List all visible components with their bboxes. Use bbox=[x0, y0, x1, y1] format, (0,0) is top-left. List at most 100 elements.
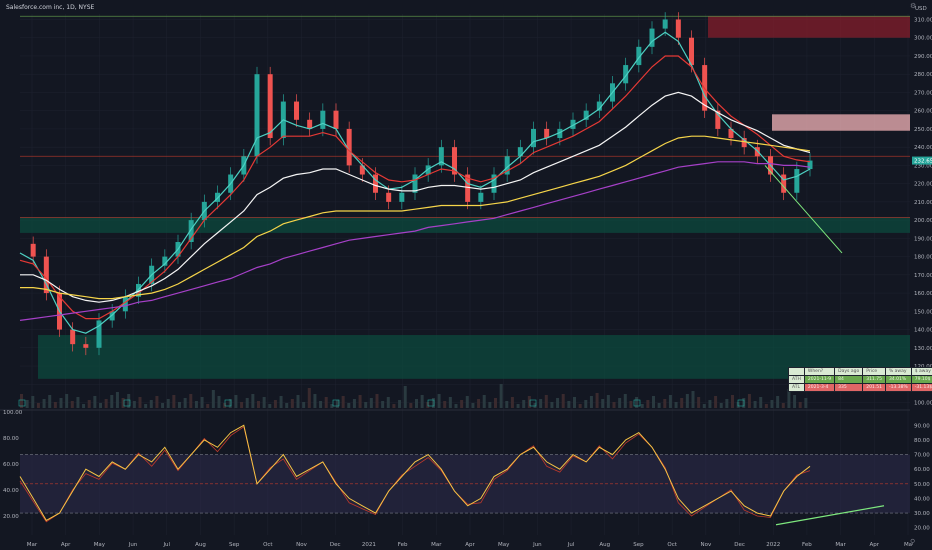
volume-bar bbox=[759, 397, 763, 408]
volume-bar bbox=[680, 398, 684, 408]
rsi-signal-line bbox=[19, 426, 811, 523]
candle-body bbox=[346, 128, 352, 166]
volume-bar bbox=[533, 403, 537, 408]
volume-bar bbox=[245, 398, 249, 408]
table-header-cell: When? bbox=[803, 367, 836, 376]
volume-bar bbox=[764, 404, 768, 408]
volume-bar bbox=[149, 400, 153, 408]
y-tick-label: 180.00 bbox=[914, 255, 932, 261]
volume-bar bbox=[324, 397, 328, 408]
candle-body bbox=[662, 19, 668, 29]
volume-bar bbox=[702, 404, 706, 408]
x-tick-label: 2022 bbox=[766, 542, 780, 548]
zoom-icon[interactable]: ⚲ bbox=[910, 538, 916, 546]
table-header-cell: Days ago bbox=[834, 367, 864, 376]
volume-bar bbox=[313, 394, 317, 408]
volume-bar bbox=[99, 403, 102, 408]
volume-bar bbox=[369, 398, 373, 408]
volume-bar bbox=[178, 402, 181, 408]
volume-bar bbox=[48, 395, 52, 408]
volume-bar bbox=[753, 401, 757, 408]
volume-bar bbox=[793, 395, 797, 408]
volume-bar bbox=[578, 404, 582, 408]
candle-body bbox=[741, 138, 747, 148]
volume-bar bbox=[510, 397, 514, 408]
candle-body bbox=[188, 220, 194, 243]
candle-body bbox=[109, 311, 115, 321]
y-tick-label: 170.00 bbox=[914, 273, 932, 279]
y-tick-label: 200.00 bbox=[914, 218, 932, 224]
x-tick-label: Apr bbox=[61, 542, 71, 548]
candle-body bbox=[649, 28, 655, 47]
volume-bar bbox=[595, 393, 599, 408]
candle-body bbox=[531, 128, 536, 148]
x-tick-label: Feb bbox=[802, 542, 812, 548]
volume-bar bbox=[36, 403, 40, 408]
candle-body bbox=[333, 110, 339, 129]
table-row-ath: ATH 2021-11-9 84 311.75 34.01% 79.10$ bbox=[788, 375, 932, 384]
earnings-marker bbox=[737, 399, 745, 407]
candle-body bbox=[307, 119, 313, 129]
table-header-row: When? Days ago Price % away $ away bbox=[788, 367, 932, 376]
candle-body bbox=[386, 192, 392, 202]
rsi-y-tick-label: 70.00 bbox=[914, 453, 930, 459]
volume-bar bbox=[341, 396, 345, 408]
rsi-left-tick-label: 100.00 bbox=[3, 410, 23, 416]
x-tick-label: Jul bbox=[567, 542, 575, 548]
volume-bar bbox=[234, 395, 238, 408]
volume-bar bbox=[392, 404, 396, 408]
y-tick-label: 240.00 bbox=[914, 145, 932, 151]
volume-bar bbox=[273, 400, 277, 408]
volume-bar bbox=[279, 396, 283, 408]
volume-bar bbox=[556, 398, 560, 408]
rsi-y-tick-label: 80.00 bbox=[914, 438, 930, 444]
x-tick-label: Ma bbox=[904, 542, 912, 548]
y-tick-label: 210.00 bbox=[914, 200, 932, 206]
volume-bar bbox=[573, 397, 576, 408]
table-cell: ATH bbox=[788, 375, 805, 384]
volume-bar bbox=[42, 399, 46, 408]
x-tick-label: Mar bbox=[835, 542, 846, 548]
volume-bar bbox=[505, 401, 509, 408]
rsi-trendline bbox=[775, 505, 885, 526]
candle-body bbox=[675, 19, 681, 38]
earnings-marker bbox=[633, 399, 641, 407]
volume-bar bbox=[612, 402, 616, 408]
volume-bar bbox=[431, 398, 435, 408]
rsi-y-tick-label: 20.00 bbox=[914, 526, 930, 532]
volume-bar bbox=[347, 403, 351, 408]
volume-bar bbox=[166, 399, 170, 408]
volume-bar bbox=[629, 401, 633, 408]
volume-bar bbox=[217, 396, 221, 408]
x-tick-label: 2021 bbox=[362, 542, 376, 548]
volume-bar bbox=[516, 404, 520, 408]
candle-body bbox=[122, 296, 128, 312]
volume-bar bbox=[70, 401, 74, 408]
y-tick-label: 130.00 bbox=[914, 346, 932, 352]
volume-bar bbox=[776, 396, 780, 408]
rsi-line bbox=[19, 424, 811, 522]
gear-icon[interactable]: ⚙ bbox=[910, 2, 917, 10]
last-price-tag bbox=[912, 156, 932, 165]
candle-body bbox=[465, 174, 471, 202]
rsi-left-tick-label: 80.00 bbox=[3, 436, 19, 442]
volume-bar bbox=[747, 394, 751, 408]
volume-bar bbox=[708, 400, 712, 408]
y-tick-label: 140.00 bbox=[914, 328, 932, 334]
volume-bar bbox=[685, 394, 689, 408]
volume-bar bbox=[714, 396, 718, 408]
y-tick-label: 280.00 bbox=[914, 72, 932, 78]
x-tick-label: Jun bbox=[128, 542, 138, 548]
x-tick-label: Nov bbox=[700, 542, 711, 548]
candle-body bbox=[807, 160, 813, 170]
ema_200-line bbox=[19, 161, 811, 321]
price-trendline bbox=[764, 165, 843, 254]
volume-bar bbox=[657, 403, 661, 408]
y-tick-label: 160.00 bbox=[914, 291, 932, 297]
rsi-left-tick-label: 40.00 bbox=[3, 488, 19, 494]
table-cell: 2021-3-4 bbox=[803, 383, 836, 392]
volume-bar bbox=[731, 395, 734, 408]
volume-bar bbox=[437, 394, 441, 408]
ath-atl-table: When? Days ago Price % away $ away ATH 2… bbox=[788, 367, 932, 392]
